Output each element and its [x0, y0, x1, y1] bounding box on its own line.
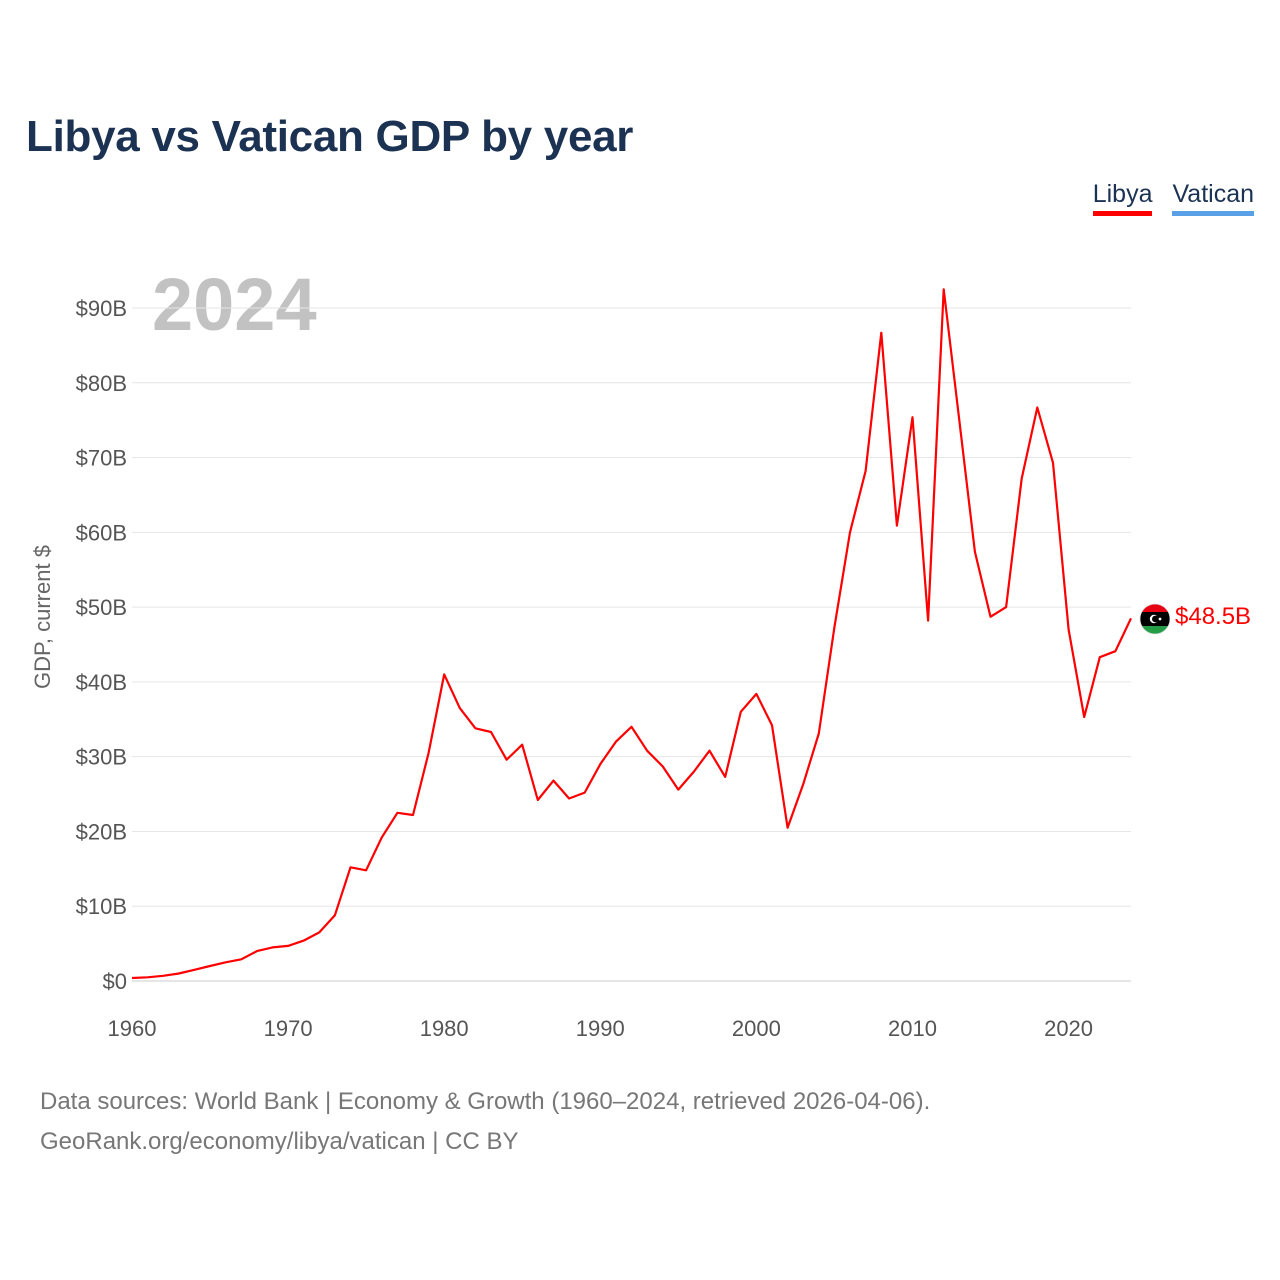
- legend: Libya Vatican: [1092, 180, 1254, 216]
- end-value-label: $48.5B: [1175, 603, 1251, 630]
- legend-item-libya[interactable]: Libya: [1092, 180, 1153, 216]
- libya-flag-icon: [1140, 604, 1170, 634]
- y-tick-label: $40B: [76, 670, 127, 695]
- gdp-line-chart: $0 $10B $20B $30B $40B $50B $60B $70B $80B $90B 1…: [30, 288, 1251, 1041]
- y-tick-label: $20B: [76, 819, 127, 844]
- y-tick-label: $10B: [76, 894, 127, 919]
- data-sources-note: Data sources: World Bank | Economy & Gro…: [40, 1088, 931, 1115]
- series-lines: [131, 288, 1132, 980]
- x-tick-label: 2000: [732, 1016, 781, 1041]
- license-note: GeoRank.org/economy/libya/vatican | CC B…: [40, 1128, 519, 1155]
- y-tick-label: $90B: [76, 296, 127, 321]
- x-axis-ticks: 1960 1970 1980 1990 2000 2010 2020: [108, 1016, 1094, 1041]
- series-line-libya: [131, 288, 1132, 980]
- x-tick-label: 1980: [420, 1016, 469, 1041]
- x-tick-label: 1970: [264, 1016, 313, 1041]
- y-tick-label: $30B: [76, 745, 127, 770]
- y-tick-label: $50B: [76, 595, 127, 620]
- grid-lines: [132, 307, 1131, 982]
- y-axis-label: GDP, current $: [30, 545, 55, 689]
- y-tick-label: $60B: [76, 520, 127, 545]
- x-tick-label: 2020: [1044, 1016, 1093, 1041]
- y-tick-label: $80B: [76, 371, 127, 396]
- legend-item-vatican[interactable]: Vatican: [1172, 180, 1254, 216]
- y-axis-ticks: $0 $10B $20B $30B $40B $50B $60B $70B $80B $90B: [76, 296, 127, 994]
- footer: Data sources: World Bank | Economy & Gro…: [40, 1082, 930, 1162]
- end-marker: $48.5B: [1139, 603, 1251, 635]
- x-tick-label: 1960: [108, 1016, 157, 1041]
- x-tick-label: 1990: [576, 1016, 625, 1041]
- y-tick-label: $0: [103, 969, 127, 994]
- y-tick-label: $70B: [76, 446, 127, 471]
- x-tick-label: 2010: [888, 1016, 937, 1041]
- year-watermark: 2024: [152, 263, 317, 346]
- chart-title: Libya vs Vatican GDP by year: [26, 112, 634, 161]
